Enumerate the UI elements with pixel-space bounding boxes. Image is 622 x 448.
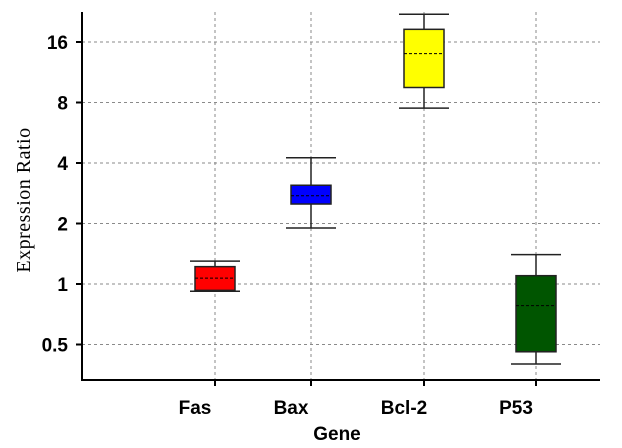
iqr-box [515, 274, 557, 353]
box-p53 [511, 253, 561, 365]
y-tick-label: 16 [47, 33, 68, 54]
iqr-box [403, 28, 445, 89]
y-tick-label: 1 [57, 275, 68, 296]
iqr-box [290, 184, 332, 205]
y-tick-label: 2 [57, 215, 68, 236]
y-tick-label: 0.5 [42, 336, 69, 357]
box-fas [190, 260, 240, 293]
x-axis-label: Gene [313, 424, 361, 445]
y-tick-label: 4 [57, 154, 68, 175]
x-tick-label: Fas [179, 398, 212, 419]
y-axis-label: Expression Ratio [13, 127, 35, 272]
y-tick-labels: 0.5 1 2 4 8 16 [42, 33, 82, 357]
box-layer [190, 13, 561, 365]
x-tick-label: Bax [274, 398, 309, 419]
box-bax [286, 156, 336, 229]
y-tick-label: 8 [57, 94, 68, 115]
x-tick-label: P53 [499, 398, 533, 419]
x-tick-labels: Fas Bax Bcl-2 P53 [179, 380, 537, 419]
axis-layer [81, 12, 600, 381]
box-bcl-2 [399, 13, 449, 109]
x-tick-label: Bcl-2 [381, 398, 427, 419]
